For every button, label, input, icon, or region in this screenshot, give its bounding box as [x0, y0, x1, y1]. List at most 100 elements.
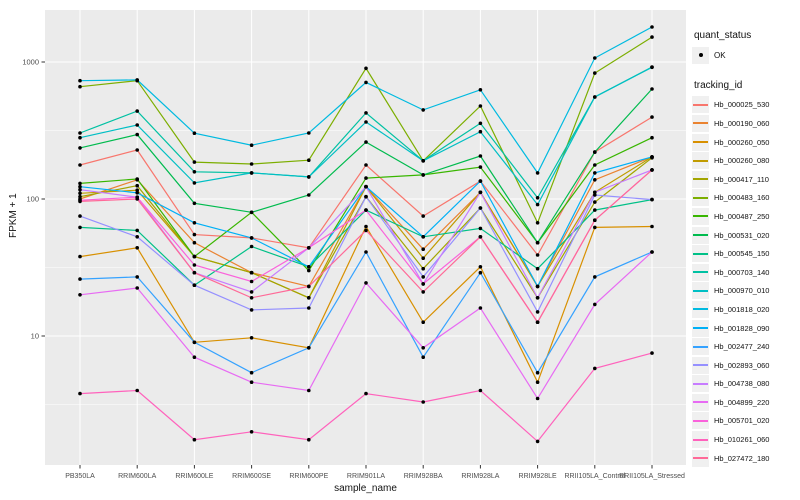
legend-item-label: Hb_000703_140: [714, 267, 770, 277]
series-color-line-icon: [693, 382, 708, 385]
data-point: [192, 283, 197, 288]
data-point: [135, 132, 139, 137]
data-point: [78, 191, 82, 196]
data-point: [192, 340, 197, 345]
data-point: [364, 140, 368, 144]
data-point: [364, 208, 368, 212]
data-point: [78, 199, 82, 204]
legend-item-label: Hb_027472_180: [714, 453, 770, 463]
series-color-line-icon: [693, 271, 708, 274]
legend-key-box: [692, 319, 709, 337]
series-color-line-icon: [693, 103, 708, 106]
data-point: [593, 163, 597, 167]
data-point: [593, 218, 597, 222]
data-point: [249, 380, 254, 385]
data-point: [307, 346, 311, 350]
x-tick-label: RRIM600SE: [232, 473, 271, 480]
legend-item-Hb_002477_240: Hb_002477_240: [692, 337, 800, 356]
legend-item-Hb_001818_020: Hb_001818_020: [692, 300, 800, 319]
x-axis-title: sample_name: [334, 483, 397, 494]
data-point: [249, 236, 254, 240]
data-point: [421, 214, 426, 218]
legend-item-Hb_000531_020: Hb_000531_020: [692, 226, 800, 245]
data-point: [478, 190, 483, 195]
data-point: [478, 88, 483, 92]
legend-item-label: Hb_005701_020: [714, 416, 770, 426]
series-color-line-icon: [693, 438, 708, 441]
data-point: [192, 355, 197, 360]
data-point: [593, 171, 597, 175]
data-point: [78, 184, 82, 189]
data-point: [650, 250, 654, 254]
legend-item-label: Hb_002893_060: [714, 360, 770, 370]
data-point: [478, 388, 483, 393]
legend-item-label: Hb_002477_240: [714, 342, 770, 352]
legend-key-box: [692, 412, 709, 430]
data-point: [249, 162, 254, 166]
data-point: [478, 226, 483, 231]
legend-item-Hb_005701_020: Hb_005701_020: [692, 412, 800, 431]
data-point: [249, 430, 254, 434]
legend-key-box: [692, 189, 709, 207]
data-point: [135, 235, 139, 239]
data-point: [478, 306, 483, 310]
data-point: [535, 380, 540, 385]
data-point: [135, 246, 139, 250]
data-point: [421, 247, 426, 251]
legend-item-label: OK: [714, 50, 726, 60]
y-axis-title: FPKM + 1: [8, 193, 19, 238]
data-point: [192, 254, 197, 259]
data-point: [421, 256, 426, 261]
data-point: [650, 197, 654, 202]
data-point: [249, 244, 254, 249]
data-point: [192, 263, 197, 267]
series-color-line-icon: [693, 122, 708, 125]
data-point: [135, 148, 139, 152]
data-point: [78, 187, 82, 192]
data-point: [593, 178, 597, 182]
data-point: [192, 240, 197, 245]
data-point: [78, 277, 82, 281]
legend-items-list: Hb_000025_530 Hb_000190_060 Hb_000260_050 H…: [692, 96, 800, 468]
data-point: [135, 177, 139, 181]
legend-key-box: [692, 393, 709, 411]
data-point: [78, 391, 82, 396]
legend-item-label: Hb_010261_060: [714, 435, 770, 445]
legend-item-Hb_000260_050: Hb_000260_050: [692, 133, 800, 152]
data-point: [421, 346, 426, 350]
data-point: [78, 254, 82, 259]
data-point: [135, 123, 139, 127]
data-point: [478, 165, 483, 169]
data-point: [78, 194, 82, 199]
data-point: [364, 194, 368, 199]
legend-key-box: [692, 263, 709, 281]
legend-item-label: Hb_000531_020: [714, 230, 770, 240]
data-point: [593, 225, 597, 230]
data-point: [478, 104, 483, 108]
data-point: [593, 193, 597, 197]
data-point: [307, 131, 311, 135]
series-color-line-icon: [693, 252, 708, 255]
data-point: [135, 275, 139, 279]
data-point: [78, 181, 82, 186]
data-point: [249, 290, 254, 294]
data-point: [535, 284, 540, 289]
data-point: [535, 396, 540, 401]
data-point: [249, 171, 254, 175]
data-point: [307, 265, 311, 269]
legend-item-Hb_010261_060: Hb_010261_060: [692, 430, 800, 449]
data-point: [535, 240, 540, 245]
data-point: [364, 250, 368, 254]
data-point: [249, 296, 254, 300]
legend-item-Hb_000417_110: Hb_000417_110: [692, 170, 800, 189]
legend-item-Hb_004738_080: Hb_004738_080: [692, 375, 800, 394]
legend-item-Hb_000190_060: Hb_000190_060: [692, 114, 800, 133]
data-point: [135, 388, 139, 393]
legend-key-box: [692, 245, 709, 263]
data-point: [135, 197, 139, 201]
series-color-line-icon: [693, 141, 708, 144]
legend-item-label: Hb_004738_080: [714, 379, 770, 389]
data-point: [478, 179, 483, 183]
legend-item-Hb_000703_140: Hb_000703_140: [692, 263, 800, 282]
